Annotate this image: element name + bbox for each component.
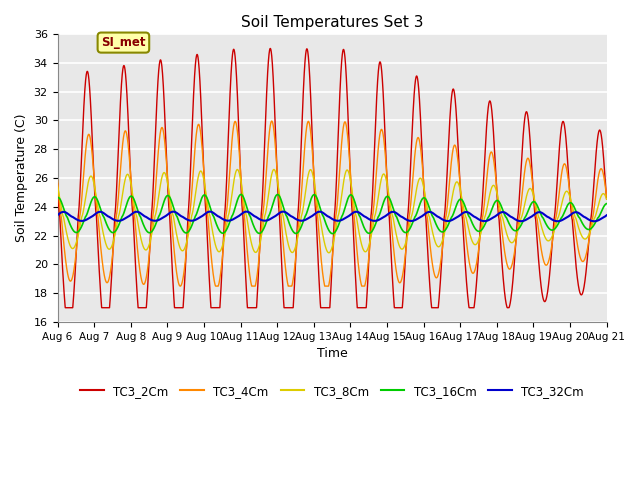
TC3_2Cm — [266, 46, 274, 51]
TC3_4Cm — [152, 177, 160, 182]
TC3_16Cm — [602, 201, 610, 207]
TC3_32Cm — [312, 210, 319, 216]
TC3_8Cm — [602, 195, 610, 201]
TC3_8Cm — [603, 196, 611, 202]
TC3_4Cm — [268, 118, 276, 124]
TC3_32Cm — [54, 212, 61, 218]
TC3_4Cm — [54, 177, 61, 183]
TC3_4Cm — [176, 283, 184, 289]
TC3_2Cm — [602, 189, 610, 195]
TC3_4Cm — [456, 171, 463, 177]
TC3_32Cm — [243, 209, 250, 215]
TC3_16Cm — [456, 197, 463, 203]
TC3_16Cm — [486, 210, 494, 216]
TC3_16Cm — [54, 195, 61, 201]
TC3_8Cm — [486, 189, 494, 195]
TC3_8Cm — [425, 213, 433, 218]
TC3_32Cm — [152, 218, 160, 224]
TC3_8Cm — [54, 183, 61, 189]
TC3_4Cm — [312, 197, 319, 203]
TC3_8Cm — [312, 189, 319, 194]
TC3_2Cm — [486, 99, 494, 105]
Legend: TC3_2Cm, TC3_4Cm, TC3_8Cm, TC3_16Cm, TC3_32Cm: TC3_2Cm, TC3_4Cm, TC3_8Cm, TC3_16Cm, TC3… — [76, 380, 589, 402]
TC3_16Cm — [152, 220, 160, 226]
TC3_32Cm — [486, 216, 494, 222]
TC3_32Cm — [590, 218, 598, 224]
TC3_2Cm — [425, 268, 433, 274]
TC3_2Cm — [603, 196, 611, 202]
TC3_8Cm — [456, 183, 463, 189]
TC3_16Cm — [237, 192, 245, 197]
TC3_8Cm — [270, 167, 278, 172]
TC3_2Cm — [456, 167, 463, 173]
TC3_2Cm — [54, 180, 61, 186]
Y-axis label: Soil Temperature (C): Soil Temperature (C) — [15, 114, 28, 242]
TC3_4Cm — [486, 150, 494, 156]
TC3_16Cm — [312, 192, 319, 198]
TC3_4Cm — [602, 189, 610, 195]
TC3_2Cm — [152, 111, 160, 117]
TC3_32Cm — [603, 213, 611, 218]
TC3_2Cm — [312, 210, 319, 216]
TC3_16Cm — [603, 201, 611, 206]
TC3_8Cm — [325, 250, 333, 256]
Line: TC3_16Cm: TC3_16Cm — [58, 194, 607, 234]
TC3_32Cm — [602, 213, 610, 218]
TC3_8Cm — [152, 209, 160, 215]
Line: TC3_2Cm: TC3_2Cm — [58, 48, 607, 308]
Line: TC3_4Cm: TC3_4Cm — [58, 121, 607, 286]
X-axis label: Time: Time — [317, 348, 348, 360]
Title: Soil Temperatures Set 3: Soil Temperatures Set 3 — [241, 15, 423, 30]
TC3_2Cm — [61, 305, 69, 311]
TC3_4Cm — [425, 230, 433, 236]
Text: SI_met: SI_met — [101, 36, 146, 49]
TC3_16Cm — [425, 204, 433, 209]
TC3_32Cm — [455, 213, 463, 219]
TC3_4Cm — [603, 193, 611, 199]
TC3_16Cm — [329, 231, 337, 237]
TC3_32Cm — [425, 209, 433, 215]
Line: TC3_8Cm: TC3_8Cm — [58, 169, 607, 253]
Line: TC3_32Cm: TC3_32Cm — [58, 212, 607, 221]
